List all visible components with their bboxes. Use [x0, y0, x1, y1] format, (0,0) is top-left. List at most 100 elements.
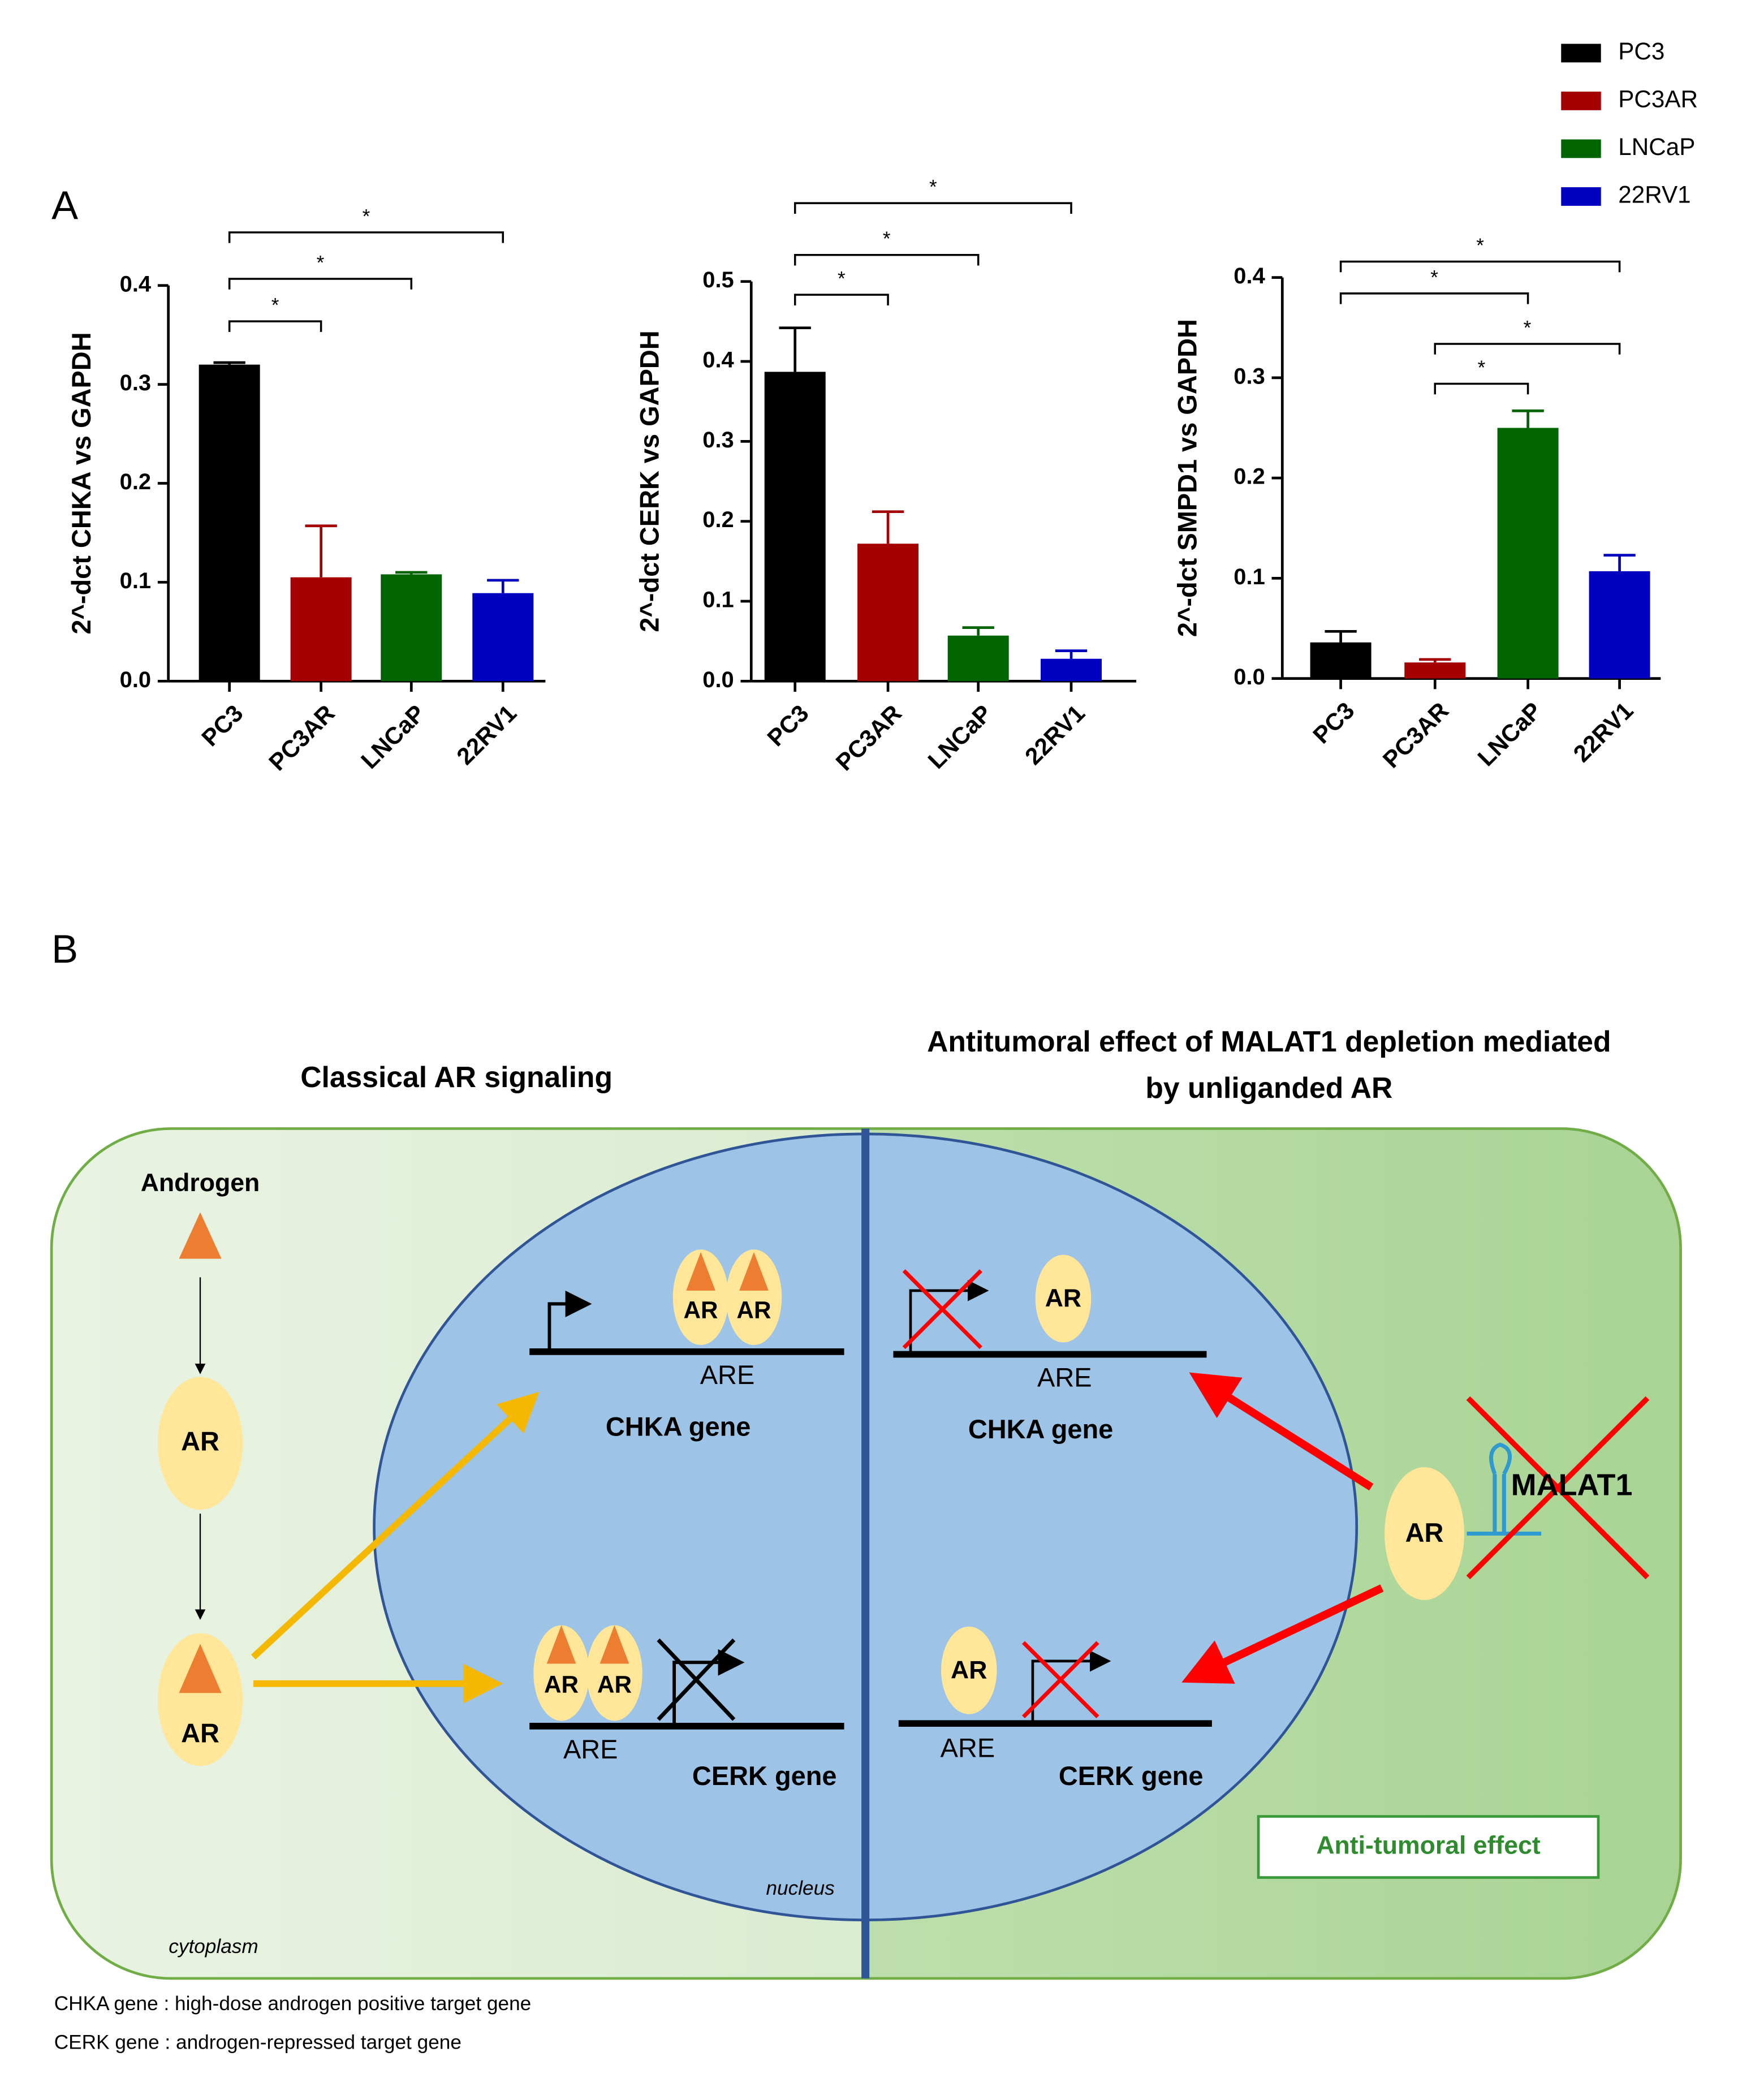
- legend-swatch: [1561, 91, 1601, 110]
- error-bar: [213, 361, 245, 365]
- x-tick-label: PC3: [762, 700, 813, 751]
- legend-label: PC3: [1618, 38, 1664, 64]
- label: MALAT1: [1511, 1468, 1633, 1502]
- bar: [1310, 642, 1371, 679]
- diagram: Classical AR signaling Antitumoral effec…: [50, 1025, 1682, 2053]
- ar-label: AR: [181, 1718, 219, 1748]
- error-bar: [1512, 409, 1544, 428]
- y-tick-label: 0.1: [120, 568, 151, 593]
- gene-label: CHKA gene: [606, 1411, 751, 1441]
- androgen-icon: [686, 1252, 715, 1291]
- label: Anti-tumoral effect: [1316, 1831, 1541, 1859]
- y-tick-label: 0.3: [1233, 364, 1265, 389]
- y-tick-label: 0.3: [702, 428, 734, 452]
- y-axis-label: 2^-dct SMPD1 vs GAPDH: [1172, 319, 1202, 637]
- cross: [1022, 1641, 1099, 1718]
- bar: [199, 364, 260, 682]
- diagram-labels: AR AR AR AR AR AR AR AR AR ARE ARE ARE ARE CHKA gene C…: [181, 1284, 1443, 1791]
- bar: [381, 574, 442, 682]
- title: Classical AR signaling: [300, 1060, 613, 1093]
- bar: [1404, 662, 1466, 679]
- ar-label: AR: [736, 1297, 771, 1323]
- significance-bracket: [1339, 292, 1529, 304]
- ar-label: AR: [597, 1671, 632, 1698]
- androgen-icon: [179, 1644, 222, 1693]
- effect-box: [1257, 1815, 1600, 1879]
- error-bar: [1055, 649, 1088, 659]
- gene-label: CERK gene: [692, 1761, 837, 1791]
- are-label: ARE: [563, 1734, 618, 1764]
- error-bar: [1325, 630, 1357, 643]
- arrow: [1181, 1584, 1384, 1684]
- androgen-icon: [739, 1252, 769, 1291]
- charts: PC3PC3ARLNCaP22RV10.00.10.20.30.42^-dct …: [66, 38, 1698, 775]
- significance-label: *: [838, 268, 846, 290]
- bar: [764, 372, 826, 682]
- ar: [726, 1249, 782, 1346]
- bar: [472, 593, 534, 682]
- ar: [586, 1625, 642, 1721]
- legend-swatch: [1561, 139, 1601, 158]
- ar: [1385, 1467, 1464, 1600]
- significance-label: *: [883, 228, 891, 250]
- x-tick-label: 22RV1: [1020, 700, 1090, 770]
- x-tick-label: 22RV1: [451, 700, 521, 770]
- significance-label: *: [1430, 266, 1438, 288]
- legend-label: LNCaP: [1618, 133, 1695, 160]
- x-tick-label: PC3AR: [1378, 697, 1454, 773]
- x-tick-label: 22RV1: [1568, 697, 1638, 767]
- ar: [533, 1625, 589, 1721]
- x-tick-label: PC3: [196, 700, 248, 751]
- ar-label: AR: [544, 1671, 579, 1698]
- label: nucleus: [766, 1877, 834, 1899]
- significance-label: *: [271, 295, 279, 317]
- y-tick-label: 0.2: [702, 507, 734, 532]
- y-axis-label: 2^-dct CHKA vs GAPDH: [66, 332, 96, 634]
- significance-label: *: [1524, 317, 1532, 339]
- significance-label: *: [929, 176, 937, 199]
- y-tick-label: 0.2: [1233, 464, 1265, 489]
- title: by unliganded AR: [1145, 1071, 1392, 1104]
- footnote: CERK gene : androgen-repressed target ge…: [54, 2031, 462, 2053]
- error-bar: [305, 524, 337, 577]
- gene-label: CERK gene: [1059, 1761, 1204, 1791]
- are-label: ARE: [1037, 1363, 1092, 1392]
- significance-bracket: [793, 253, 980, 266]
- significance-label: *: [317, 252, 325, 274]
- ar-label: AR: [1405, 1517, 1444, 1547]
- cross: [902, 1269, 982, 1350]
- significance-bracket: [228, 278, 413, 290]
- significance-label: *: [1476, 235, 1484, 257]
- ar: [672, 1249, 729, 1346]
- y-tick-label: 0.0: [702, 667, 734, 692]
- ar: [941, 1626, 997, 1714]
- gene-label: CHKA gene: [968, 1414, 1113, 1444]
- y-tick-label: 0.4: [702, 348, 734, 373]
- malat1-icon: [1467, 1442, 1542, 1536]
- significance-bracket: [793, 294, 889, 305]
- x-tick-label: PC3AR: [831, 700, 907, 776]
- x-tick-label: LNCaP: [1472, 697, 1546, 771]
- error-bar: [779, 326, 811, 372]
- significance-bracket: [228, 231, 504, 243]
- are-label: ARE: [941, 1733, 995, 1763]
- significance-bracket: [228, 320, 322, 332]
- bar: [1041, 658, 1102, 682]
- x-tick-label: LNCaP: [923, 700, 997, 774]
- label: Androgen: [141, 1169, 260, 1197]
- y-tick-label: 0.1: [1233, 564, 1265, 589]
- significance-bracket: [1434, 343, 1621, 355]
- significance-bracket: [793, 202, 1072, 214]
- error-bar: [487, 579, 519, 593]
- y-tick-label: 0.0: [120, 667, 151, 692]
- legend-label: PC3AR: [1618, 86, 1698, 113]
- legend-label: 22RV1: [1618, 182, 1690, 208]
- error-bar: [872, 510, 904, 544]
- promoter: [547, 1290, 592, 1350]
- y-axis-label: 2^-dct CERK vs GAPDH: [635, 330, 665, 632]
- y-tick-label: 0.5: [702, 268, 734, 292]
- bar: [290, 577, 352, 682]
- y-tick-label: 0.2: [120, 469, 151, 494]
- significance-label: *: [1478, 357, 1486, 379]
